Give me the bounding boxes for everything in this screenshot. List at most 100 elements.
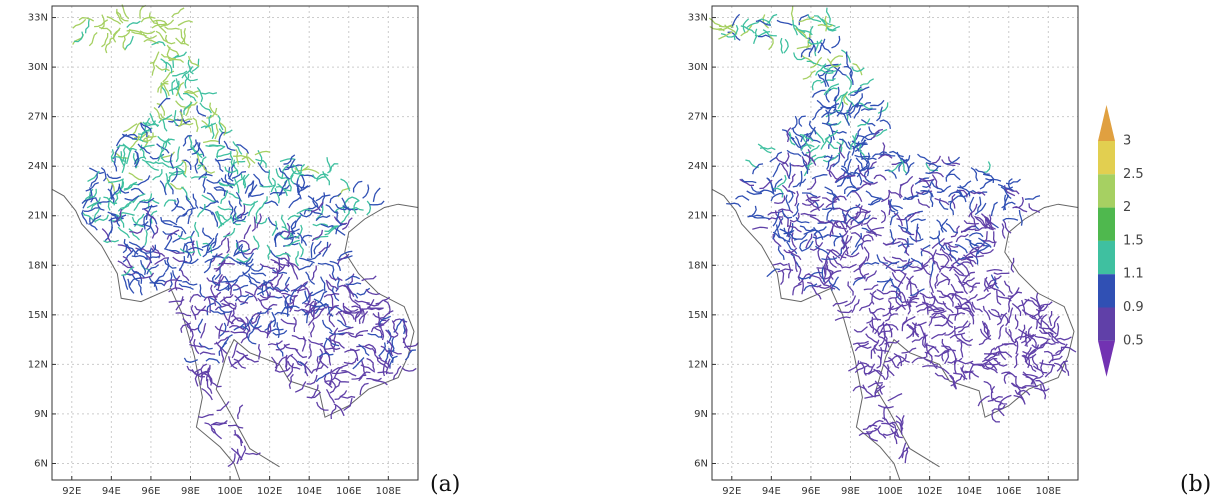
river: [111, 211, 122, 222]
river: [307, 338, 324, 345]
river: [910, 257, 924, 269]
river: [299, 211, 313, 218]
river: [310, 302, 318, 318]
river: [199, 102, 212, 114]
river: [133, 199, 146, 211]
river: [755, 19, 771, 26]
river: [1014, 314, 1019, 330]
river: [252, 235, 260, 251]
river: [230, 447, 243, 461]
river: [201, 120, 212, 133]
river: [942, 301, 954, 314]
river: [305, 271, 316, 285]
river: [194, 370, 210, 376]
river: [931, 182, 945, 193]
coastline: [215, 203, 419, 468]
river: [969, 243, 984, 253]
river: [197, 203, 206, 218]
river: [209, 378, 222, 388]
river: [1013, 353, 1019, 369]
river: [197, 156, 207, 170]
river: [874, 383, 883, 398]
river: [901, 301, 918, 304]
river: [801, 156, 811, 171]
river: [905, 161, 915, 176]
river: [863, 171, 874, 184]
river: [236, 448, 241, 465]
river: [202, 227, 213, 240]
river: [792, 256, 798, 273]
river: [190, 304, 197, 320]
river: [1021, 353, 1037, 359]
river: [270, 258, 284, 270]
river: [1028, 203, 1041, 213]
river: [245, 333, 257, 345]
river: [792, 127, 804, 139]
river: [354, 304, 362, 320]
river: [840, 167, 856, 177]
river: [908, 297, 920, 308]
river: [852, 62, 863, 76]
river: [850, 135, 856, 150]
river: [266, 244, 271, 260]
river: [933, 295, 946, 305]
river: [178, 268, 190, 282]
river: [276, 253, 291, 258]
river: [298, 242, 304, 258]
river: [328, 306, 343, 312]
river: [821, 281, 836, 290]
river: [201, 194, 217, 203]
river: [218, 323, 224, 339]
river: [237, 404, 244, 420]
river: [805, 233, 813, 249]
river: [1049, 331, 1059, 344]
river: [214, 265, 221, 281]
river: [844, 186, 856, 195]
river: [829, 55, 844, 64]
river: [113, 208, 123, 223]
river: [869, 197, 884, 206]
river: [90, 197, 101, 210]
river: [297, 163, 306, 179]
river: [110, 149, 116, 164]
river: [845, 75, 852, 90]
river: [324, 225, 339, 236]
river: [1035, 379, 1046, 391]
river: [233, 358, 246, 369]
river: [775, 156, 789, 167]
river: [974, 202, 987, 216]
river: [175, 312, 192, 317]
river: [222, 312, 234, 325]
river: [288, 196, 301, 209]
colorbar-segment: [1098, 174, 1115, 208]
river: [931, 237, 945, 249]
river: [951, 349, 957, 366]
river: [236, 242, 248, 253]
river: [117, 260, 132, 269]
river: [918, 180, 931, 189]
river: [846, 213, 860, 225]
river: [790, 136, 803, 149]
river: [953, 358, 958, 374]
river: [123, 123, 138, 133]
river: [984, 278, 996, 291]
river: [276, 322, 280, 339]
river: [193, 363, 208, 374]
river: [718, 25, 734, 31]
river: [818, 69, 834, 74]
river: [180, 322, 191, 333]
river: [118, 28, 131, 38]
river: [254, 150, 271, 156]
river: [318, 243, 332, 254]
river: [232, 141, 243, 155]
river: [992, 231, 996, 247]
river: [218, 131, 227, 145]
river: [286, 294, 299, 305]
river: [823, 262, 829, 279]
river: [860, 133, 875, 142]
river: [838, 144, 846, 159]
river: [848, 220, 863, 231]
river: [155, 30, 168, 43]
river: [240, 203, 246, 219]
river: [224, 166, 238, 174]
